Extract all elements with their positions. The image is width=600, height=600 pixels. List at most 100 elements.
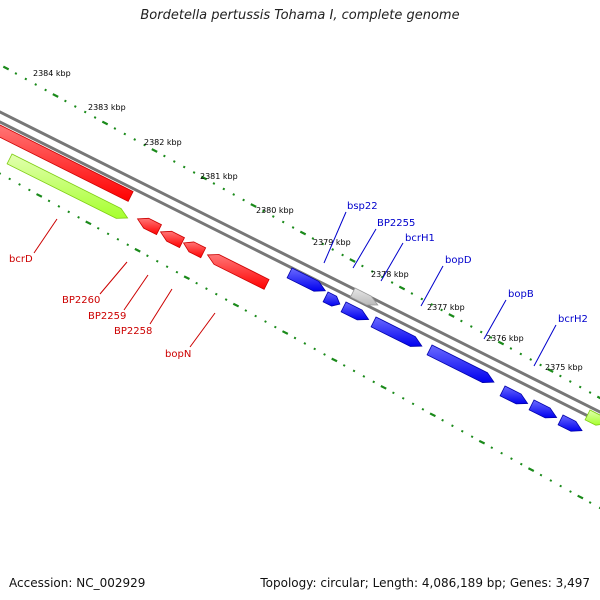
gene-arrow-bp2260	[0, 124, 134, 202]
scale-tick-outer	[24, 77, 28, 81]
gene-label-bp2260: BP2260	[62, 295, 100, 306]
scale-tick-inner	[441, 418, 444, 422]
scale-tick-outer	[172, 160, 176, 163]
gene-label-leader	[352, 228, 377, 269]
scale-tick-outer	[281, 220, 285, 224]
backbone-outer	[0, 110, 600, 414]
gene-arrow-bp2258b	[182, 241, 207, 259]
scale-tick-label: 2376 kbp	[486, 334, 524, 343]
scale-tick-outer	[321, 242, 325, 246]
scale-tick-inner	[244, 309, 248, 312]
scale-tick-inner	[281, 330, 289, 335]
scale-tick-outer	[299, 230, 307, 236]
scale-tick-inner	[451, 424, 454, 428]
scale-tick-inner	[67, 210, 71, 214]
gene-label-bcrh2: bcrH2	[558, 314, 588, 325]
scale-tick-label: 2379 kbp	[313, 238, 351, 247]
scale-tick-inner	[323, 353, 326, 356]
scale-tick-outer	[34, 83, 38, 86]
gene-label-bp2259: BP2259	[88, 311, 126, 322]
scale-tick-inner	[411, 402, 415, 406]
gene-label-leader	[99, 261, 128, 295]
scale-tick-outer	[192, 171, 196, 174]
gene-arrow-bcrh2c	[557, 414, 583, 432]
gene-label-leader	[483, 299, 507, 340]
scale-tick-inner	[303, 342, 307, 345]
scale-tick-outer	[349, 258, 356, 263]
scale-tick-outer	[222, 187, 226, 191]
gene-arrow-edge	[584, 409, 600, 426]
gene-label-bcrh1: bcrH1	[405, 233, 435, 244]
scale-tick-outer	[361, 264, 364, 268]
scale-tick-inner	[36, 193, 43, 198]
gene-label-leader	[189, 312, 216, 348]
scale-tick-outer	[469, 325, 473, 328]
scale-tick-inner	[77, 216, 80, 219]
scale-tick-inner	[539, 473, 543, 477]
scale-tick-inner	[195, 281, 198, 285]
scale-tick-inner	[85, 220, 92, 226]
scale-tick-outer	[133, 138, 137, 141]
accession-label: Accession: NC_002929	[9, 576, 146, 590]
scale-tick-outer	[390, 281, 394, 284]
scale-tick-inner	[588, 501, 592, 504]
scale-tick-outer	[64, 99, 67, 103]
scale-tick-outer	[232, 193, 236, 196]
scale-tick-inner	[28, 188, 31, 192]
scale-tick-inner	[331, 357, 338, 363]
scale-tick-outer	[596, 395, 600, 400]
scale-tick-inner	[146, 254, 149, 258]
gene-label-bcrd: bcrD	[9, 254, 33, 265]
gene-arrow-bcrh2b	[528, 399, 558, 419]
scale-tick-inner	[549, 479, 553, 482]
scale-tick-outer	[519, 352, 523, 356]
scale-tick-outer	[14, 72, 18, 75]
scale-tick-outer	[497, 340, 505, 346]
gene-label-bopd: bopD	[445, 255, 472, 266]
scale-tick-label: 2384 kbp	[33, 69, 71, 78]
gene-arrow-bp2255	[349, 287, 379, 306]
scale-tick-inner	[116, 237, 120, 241]
scale-tick-label: 2378 kbp	[371, 270, 409, 279]
gene-label-bopb: bopB	[508, 289, 534, 300]
scale-tick-inner	[205, 287, 208, 290]
scale-tick-outer	[529, 358, 533, 361]
scale-tick-inner	[293, 336, 297, 340]
scale-tick-inner	[18, 183, 21, 186]
gene-arrow-bcrd	[6, 153, 129, 219]
scale-tick-inner	[559, 484, 562, 488]
scale-tick-outer	[151, 148, 158, 153]
scale-tick-outer	[113, 127, 117, 130]
scale-tick-outer	[182, 165, 186, 169]
scale-tick-outer	[440, 308, 443, 312]
scale-tick-outer	[410, 292, 414, 295]
gene-label-leader	[149, 288, 173, 325]
scale-tick-inner	[527, 467, 535, 472]
scale-tick-outer	[101, 120, 109, 126]
scale-tick-outer	[83, 110, 87, 114]
scale-tick-inner	[392, 391, 395, 395]
scale-tick-outer	[212, 182, 216, 185]
scale-tick-inner	[175, 270, 179, 274]
gene-label-bopn: bopN	[165, 349, 191, 360]
scale-tick-inner	[380, 385, 387, 390]
scale-tick-inner	[47, 199, 51, 203]
scale-tick-inner	[352, 369, 356, 373]
scale-tick-outer	[460, 319, 463, 323]
gene-label-leader	[123, 274, 149, 311]
scale-tick-label: 2383 kbp	[88, 103, 126, 112]
scale-tick-inner	[183, 275, 190, 281]
gene-label-leader	[420, 265, 444, 307]
gene-label-leader	[533, 324, 557, 367]
scale-tick-outer	[262, 209, 265, 213]
gene-label-leader	[323, 211, 347, 264]
scale-tick-label: 2381 kbp	[200, 172, 238, 181]
scale-tick-inner	[362, 375, 366, 378]
scale-tick-inner	[165, 265, 169, 269]
scale-tick-outer	[588, 391, 592, 394]
scale-tick-outer	[559, 374, 562, 378]
scale-tick-outer	[2, 65, 10, 71]
gene-label-bsp22: bsp22	[347, 201, 378, 212]
